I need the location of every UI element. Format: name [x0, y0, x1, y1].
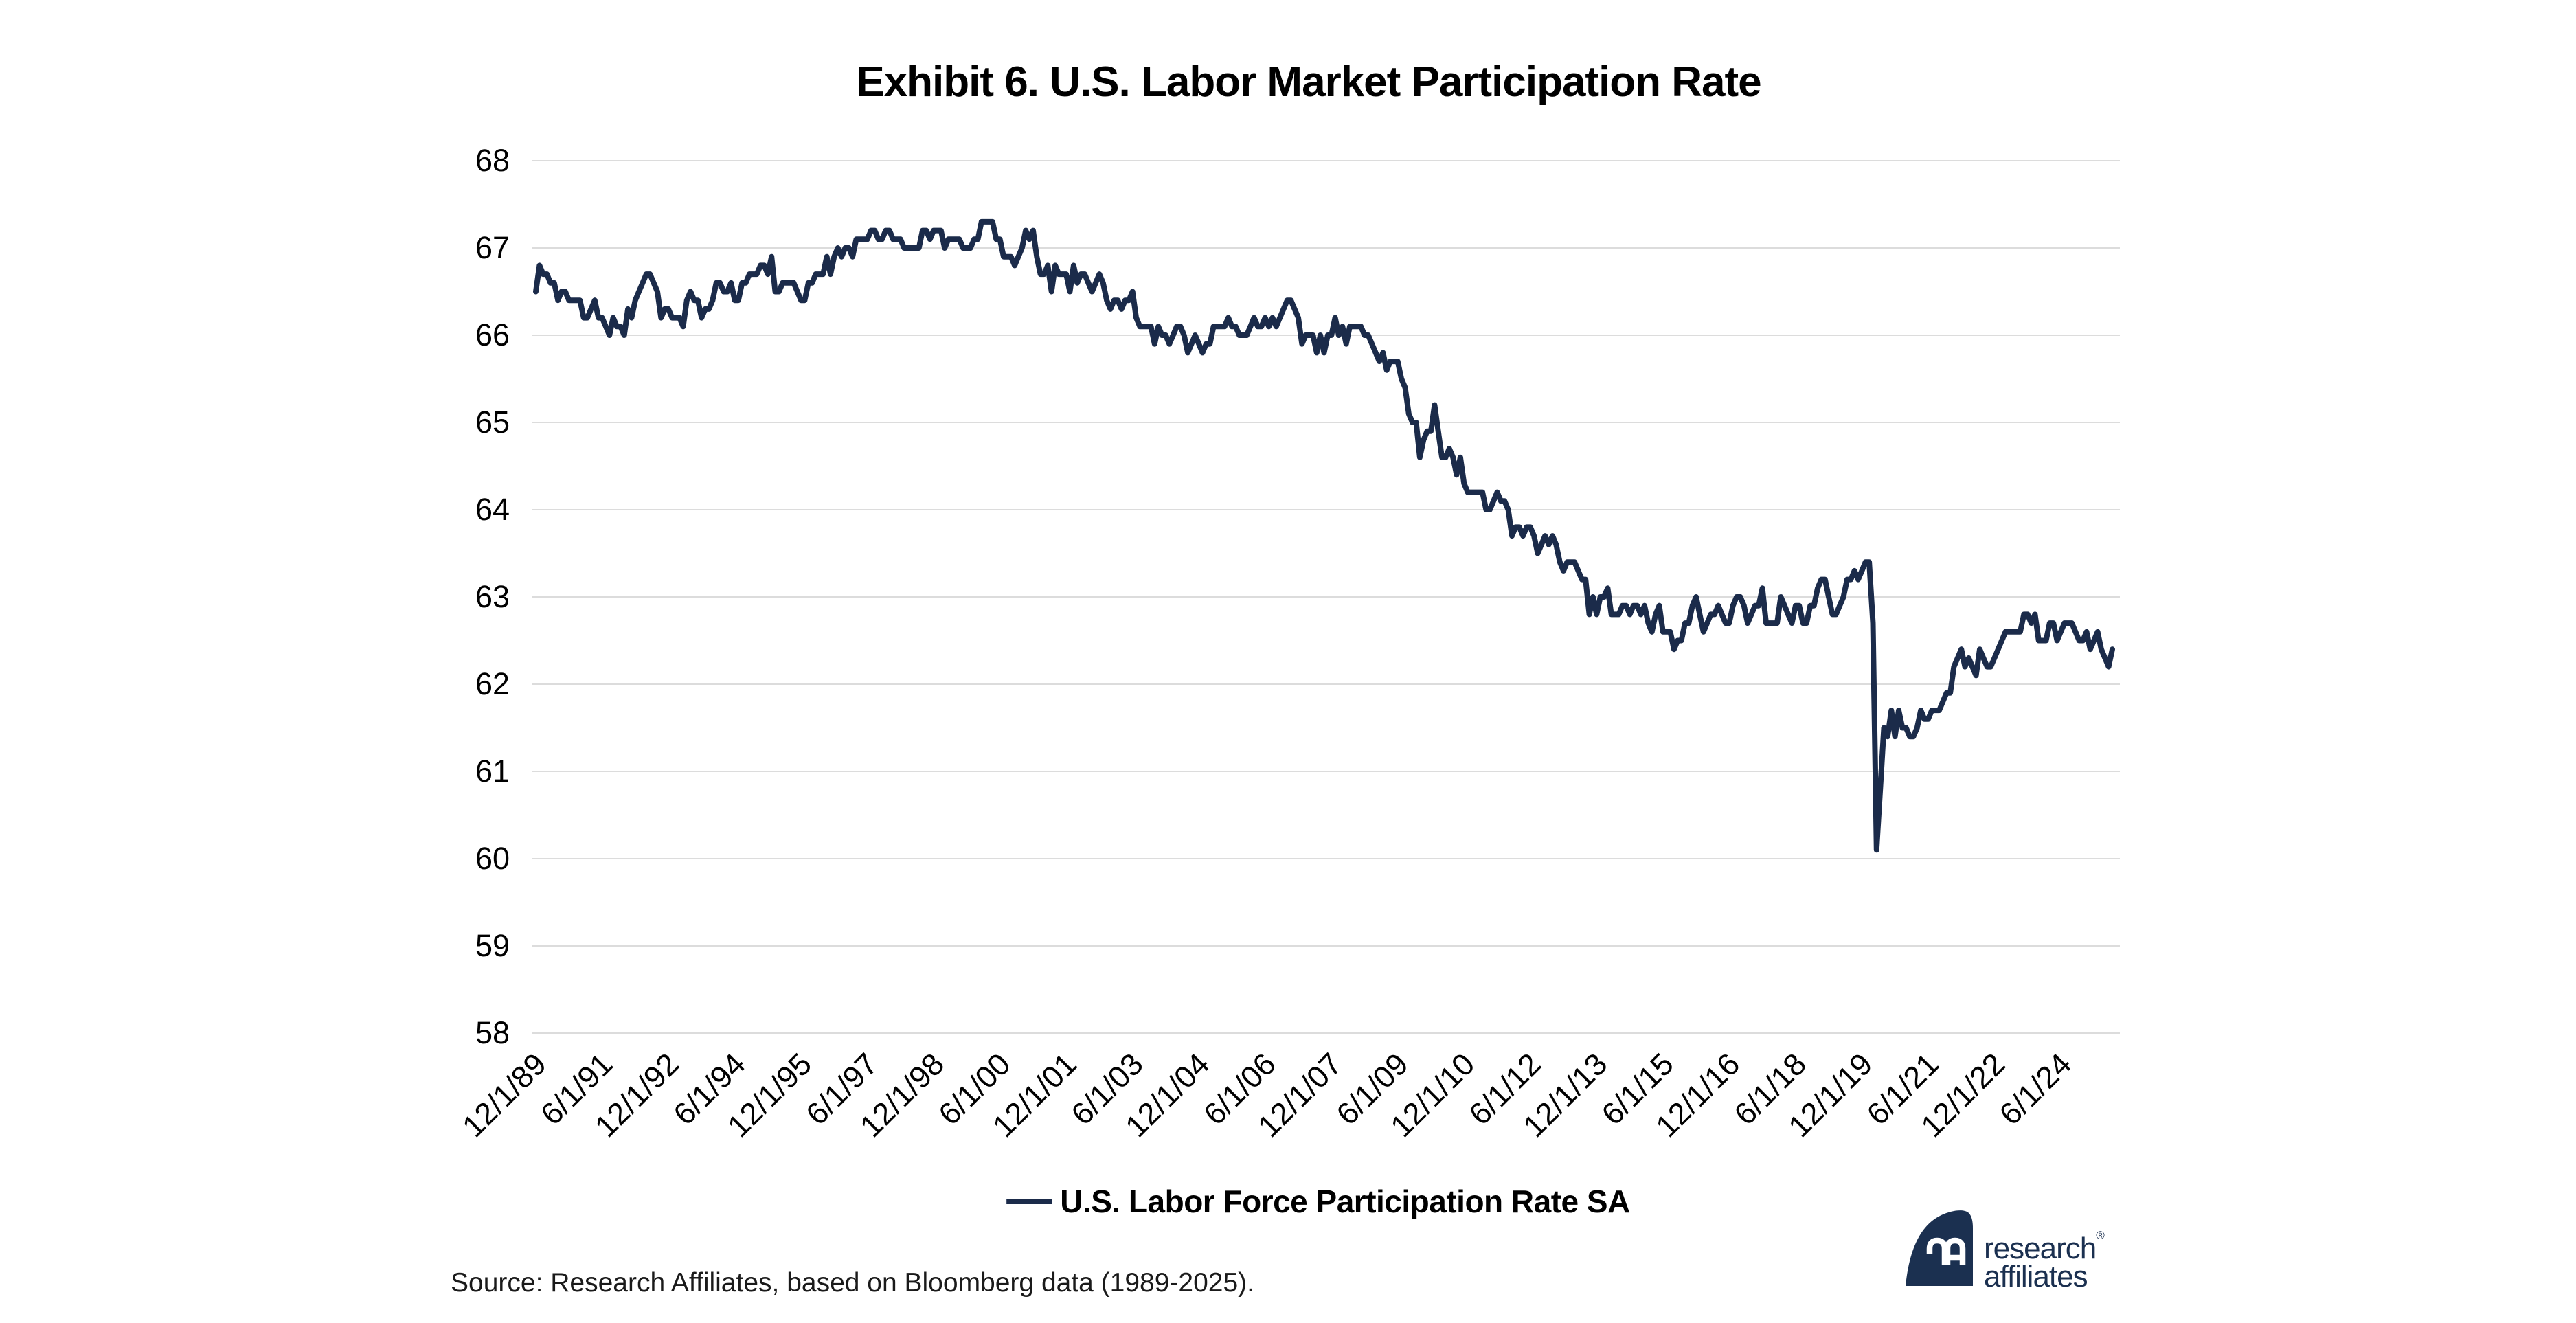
legend-line-swatch — [1006, 1199, 1052, 1204]
logo-text-research: research — [1984, 1232, 2097, 1265]
y-axis-tick-label: 63 — [475, 579, 510, 614]
ra-monogram-a-icon — [1944, 1237, 1966, 1265]
logo-wordmark: research® affiliates — [1984, 1221, 2105, 1293]
y-axis-tick-label: 64 — [475, 492, 510, 527]
y-axis-tick-label: 68 — [475, 143, 510, 178]
y-axis-tick-label: 60 — [475, 841, 510, 876]
y-axis-tick-label: 58 — [475, 1015, 510, 1050]
ra-logo-mark-icon — [1906, 1210, 1973, 1286]
chart-title: Exhibit 6. U.S. Labor Market Participati… — [856, 58, 1761, 106]
y-axis-tick-label: 67 — [475, 230, 510, 265]
x-axis-tick-label: 12/1/89 — [455, 1046, 553, 1144]
y-axis-tick-label: 59 — [475, 928, 510, 963]
research-affiliates-logo: research® affiliates — [1904, 1209, 2105, 1293]
y-axis-tick-label: 61 — [475, 754, 510, 789]
registered-trademark-symbol: ® — [2096, 1229, 2105, 1242]
y-axis-tick-label: 66 — [475, 317, 510, 352]
x-axis-tick-label: 6/1/24 — [1992, 1046, 2078, 1132]
series-line — [533, 218, 2115, 853]
logo-wordmark-line1: research® — [1984, 1221, 2105, 1265]
legend-label: U.S. Labor Force Participation Rate SA — [1060, 1184, 1630, 1219]
ra-logo-fin-shape — [1906, 1210, 1973, 1286]
logo-wordmark-line2: affiliates — [1984, 1260, 2088, 1293]
y-axis-tick-label: 62 — [475, 666, 510, 701]
y-axis-tick-label: 65 — [475, 405, 510, 440]
ra-monogram-r-icon — [1926, 1237, 1948, 1265]
source-note: Source: Research Affiliates, based on Bl… — [451, 1268, 1254, 1298]
legend: U.S. Labor Force Participation Rate SA — [1006, 1183, 1630, 1220]
